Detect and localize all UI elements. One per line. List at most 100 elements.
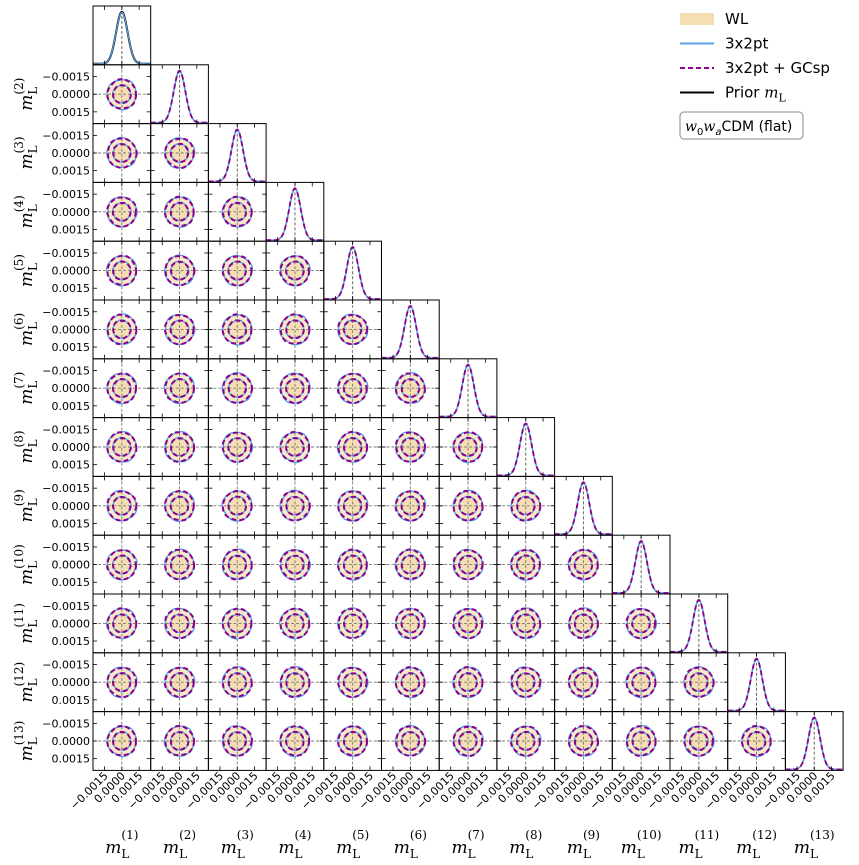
- gcsp-contour-2sigma: [452, 666, 484, 698]
- gcsp-contour-1sigma: [285, 613, 305, 633]
- diagonal-panel: [92, 5, 152, 66]
- gcsp-contour-2sigma: [221, 195, 253, 227]
- gcsp-contour-1sigma: [112, 260, 132, 281]
- wl-contour-1sigma: [574, 614, 593, 633]
- y-tick-label: −0.0015: [42, 600, 90, 613]
- gcsp-contour-2sigma: [337, 313, 369, 346]
- contour-panel: [438, 652, 498, 713]
- 3x2pt-contour-2sigma: [221, 196, 253, 228]
- contour-panel: [150, 711, 209, 771]
- 3x2pt-contour-2sigma: [106, 725, 138, 758]
- contour-panel: [92, 534, 152, 595]
- contour-panel: [150, 593, 209, 654]
- gcsp-contour-2sigma: [221, 548, 253, 581]
- gcsp-contour-1sigma: [169, 377, 190, 398]
- gcsp-contour-1sigma: [458, 613, 478, 634]
- y-tick-label: 0.0015: [52, 753, 91, 766]
- wl-contour-1sigma: [286, 496, 304, 515]
- wl-contour-1sigma: [286, 555, 304, 574]
- contour-panel: [92, 593, 152, 654]
- contour-panel: [207, 299, 267, 360]
- wl-contour-1sigma: [286, 732, 304, 750]
- wl-contour-1sigma: [517, 732, 535, 751]
- x-axis-label: mL(2): [163, 828, 196, 861]
- gcsp-contour-1sigma: [227, 731, 247, 752]
- 3x2pt-contour-2sigma: [452, 666, 484, 699]
- contour-panel: [92, 240, 152, 301]
- contour-panel: [381, 652, 440, 713]
- contour-panel: [381, 358, 440, 419]
- contour-panel: [438, 711, 498, 771]
- contour-panel: [92, 652, 152, 713]
- y-tick-label: −0.0015: [42, 717, 90, 730]
- wl-contour-1sigma: [228, 379, 246, 398]
- y-axis-label: mL(4): [12, 195, 40, 228]
- gcsp-contour-2sigma: [221, 666, 253, 698]
- gcsp-contour-2sigma: [395, 725, 427, 757]
- gcsp-contour-2sigma: [106, 607, 138, 639]
- gcsp-contour-2sigma: [395, 548, 426, 580]
- contour-panel: [438, 475, 498, 536]
- panel-frame: [92, 5, 152, 66]
- gcsp-contour-1sigma: [227, 378, 248, 399]
- gcsp-contour-1sigma: [342, 436, 363, 458]
- contour-panel: [496, 534, 556, 595]
- diagonal-panel: [150, 64, 209, 125]
- wl-contour-1sigma: [113, 261, 131, 280]
- y-tick-label: −0.0015: [42, 541, 90, 554]
- x-axis-label: mL(3): [221, 828, 254, 861]
- wl-contour-1sigma: [170, 496, 189, 515]
- diagonal-panel: [496, 417, 556, 477]
- wl-contour-1sigma: [112, 614, 131, 633]
- y-tick-label: 0.0015: [52, 635, 91, 648]
- wl-contour-1sigma: [459, 438, 477, 456]
- gcsp-contour-1sigma: [285, 319, 305, 340]
- 3x2pt-contour-2sigma: [510, 489, 542, 522]
- contour-panel: [611, 652, 671, 713]
- gcsp-contour-1sigma: [169, 319, 190, 340]
- gcsp-contour-1sigma: [516, 496, 536, 517]
- gcsp-contour-2sigma: [163, 313, 195, 346]
- gcsp-contour-1sigma: [112, 319, 132, 340]
- gcsp-contour-1sigma: [285, 436, 305, 457]
- gcsp-contour-1sigma: [227, 437, 247, 458]
- gcsp-contour-1sigma: [400, 554, 421, 575]
- gcsp-contour-1sigma: [169, 260, 190, 281]
- gcsp-contour-1sigma: [458, 730, 478, 751]
- contour-panel: [381, 534, 440, 595]
- wl-contour-1sigma: [171, 143, 189, 162]
- 3x2pt-contour-2sigma: [164, 430, 195, 463]
- wl-contour-1sigma: [170, 203, 189, 221]
- contour-panel: [150, 240, 209, 301]
- gcsp-contour-2sigma: [568, 725, 599, 757]
- gcsp-contour-2sigma: [164, 548, 196, 581]
- y-tick-label: 0.0000: [52, 265, 91, 278]
- gcsp-contour-2sigma: [625, 666, 657, 698]
- contour-panel: [150, 652, 209, 713]
- gcsp-contour-2sigma: [740, 724, 772, 757]
- gcsp-contour-1sigma: [285, 378, 305, 399]
- y-tick-label: 0.0015: [52, 517, 91, 530]
- gcsp-contour-1sigma: [112, 554, 132, 575]
- y-tick-label: −0.0015: [42, 659, 90, 672]
- panel-frame: [323, 240, 382, 301]
- gcsp-contour-2sigma: [164, 607, 196, 640]
- wl-contour-1sigma: [113, 143, 131, 162]
- wl-contour-1sigma: [459, 731, 478, 750]
- wl-contour-1sigma: [516, 496, 535, 515]
- wl-contour-1sigma: [113, 555, 131, 574]
- wl-contour-1sigma: [343, 438, 362, 457]
- contour-panel: [323, 593, 382, 654]
- gcsp-contour-2sigma: [222, 372, 254, 405]
- gcsp-contour-2sigma: [510, 548, 541, 581]
- contour-panel: [669, 711, 729, 771]
- gcsp-contour-1sigma: [342, 495, 363, 516]
- wl-contour-1sigma: [343, 614, 362, 633]
- gcsp-posterior-1d: [266, 187, 324, 242]
- contour-panel: [496, 593, 556, 654]
- x-axis-label: mL(4): [278, 828, 311, 861]
- diagonal-panel: [323, 240, 382, 301]
- gcsp-contour-1sigma: [169, 730, 190, 752]
- contour-panel: [438, 417, 498, 477]
- gcsp-contour-2sigma: [107, 137, 138, 169]
